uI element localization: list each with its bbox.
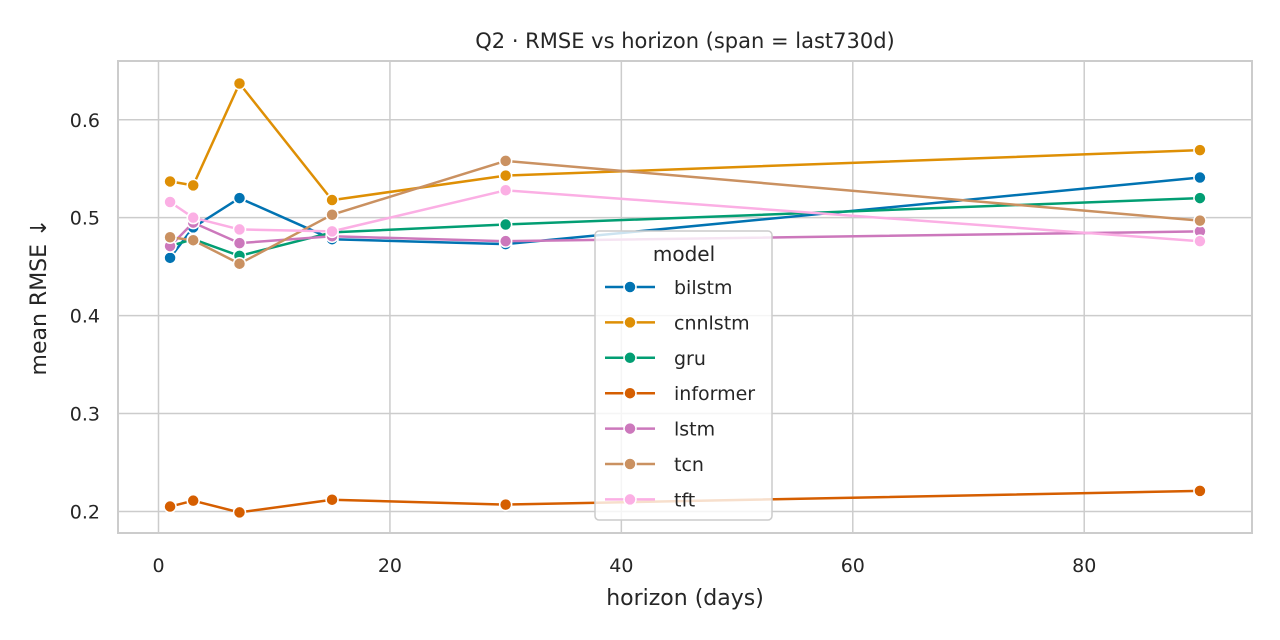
x-tick-label: 40 — [609, 555, 633, 577]
legend-item-cnnlstm: cnnlstm — [605, 312, 750, 334]
data-point-gru — [498, 217, 513, 232]
y-tick-label: 0.5 — [70, 208, 100, 230]
data-point-cnnlstm — [325, 193, 339, 207]
legend-label: informer — [674, 383, 755, 405]
y-axis-label: mean RMSE ↓ — [27, 219, 52, 376]
data-point-tcn — [232, 256, 247, 271]
x-tick-label: 80 — [1072, 555, 1096, 577]
legend-label: cnnlstm — [674, 312, 750, 334]
data-point-tcn — [325, 207, 339, 222]
data-point-cnnlstm — [498, 168, 513, 183]
legend-swatch-marker — [623, 421, 637, 436]
data-point-informer — [325, 492, 339, 507]
series-tft — [163, 183, 1207, 248]
legend-items: bilstm cnnlstm gru informer lstm tcn tft — [605, 277, 755, 511]
y-axis-ticks: 0.2 0.3 0.4 0.5 0.6 — [70, 110, 100, 524]
legend-item-bilstm: bilstm — [605, 277, 732, 299]
data-point-tft — [325, 224, 339, 239]
legend-box — [594, 230, 773, 521]
x-axis-label: horizon (days) — [606, 586, 764, 611]
data-point-tcn — [163, 230, 177, 245]
data-point-bilstm — [232, 191, 247, 205]
series-tcn — [163, 154, 1207, 271]
legend-label: bilstm — [674, 277, 732, 299]
data-point-informer — [186, 493, 200, 508]
data-point-tcn — [1193, 213, 1207, 228]
data-point-informer — [1193, 484, 1207, 498]
data-point-tcn — [186, 233, 200, 247]
data-point-informer — [498, 497, 513, 512]
legend-label: lstm — [674, 419, 715, 441]
data-point-cnnlstm — [186, 178, 200, 193]
data-point-tcn — [498, 154, 513, 168]
chart-title: Q2 · RMSE vs horizon (span = last730d) — [475, 29, 895, 53]
data-point-informer — [232, 505, 247, 520]
data-point-cnnlstm — [163, 174, 177, 189]
data-point-cnnlstm — [232, 76, 247, 91]
legend-item-gru: gru — [605, 348, 706, 370]
legend-swatch-marker — [623, 386, 637, 400]
data-point-lstm — [498, 234, 513, 248]
data-point-tft — [186, 210, 200, 225]
x-tick-label: 60 — [841, 555, 865, 577]
y-tick-label: 0.6 — [70, 110, 100, 132]
data-point-gru — [1193, 191, 1207, 205]
legend-item-tft: tft — [605, 489, 695, 511]
data-point-bilstm — [1193, 170, 1207, 185]
y-tick-label: 0.4 — [70, 306, 100, 328]
data-point-bilstm — [163, 251, 177, 265]
legend-swatch-marker — [623, 457, 637, 471]
data-point-tft — [498, 183, 513, 198]
data-point-informer — [163, 499, 177, 514]
legend-label: tcn — [674, 454, 704, 476]
x-tick-label: 20 — [378, 555, 402, 577]
legend-label: gru — [674, 348, 706, 370]
x-axis-ticks: 0 20 40 60 80 — [152, 555, 1096, 577]
legend-title: model — [653, 242, 715, 266]
legend-item-informer: informer — [605, 383, 755, 405]
y-tick-label: 0.2 — [70, 501, 100, 523]
plot-frame — [117, 60, 1253, 534]
legend-swatch-marker — [623, 280, 637, 294]
x-tick-label: 0 — [152, 555, 164, 577]
legend-swatch-marker — [623, 315, 637, 330]
data-point-lstm — [232, 236, 247, 250]
legend-label: tft — [674, 489, 695, 511]
y-tick-label: 0.3 — [70, 404, 100, 426]
data-point-cnnlstm — [1193, 143, 1207, 157]
legend: model bilstm cnnlstm gru informer lstm tcn tft — [594, 230, 773, 521]
legend-item-tcn: tcn — [605, 454, 704, 476]
legend-swatch-marker — [623, 492, 637, 507]
legend-swatch-marker — [623, 351, 637, 365]
data-point-tft — [1193, 234, 1207, 248]
data-point-tft — [163, 195, 177, 209]
legend-item-lstm: lstm — [605, 419, 715, 441]
data-point-tft — [232, 222, 247, 237]
